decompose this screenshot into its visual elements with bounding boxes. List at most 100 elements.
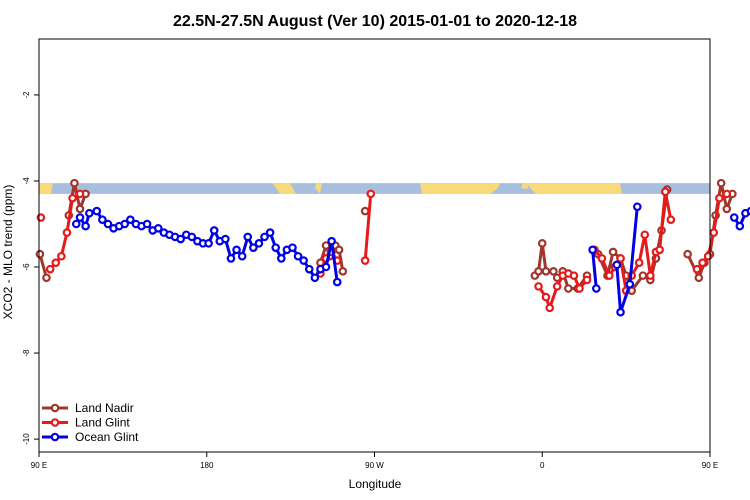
data-point xyxy=(142,219,152,229)
data-point xyxy=(51,258,61,268)
data-point xyxy=(321,262,331,272)
data-point xyxy=(692,264,702,274)
data-point xyxy=(338,267,348,276)
data-point xyxy=(616,254,625,263)
y-tick-label: -4 xyxy=(22,177,31,185)
data-point xyxy=(616,307,625,317)
data-point xyxy=(75,204,85,214)
x-axis-label: Longitude xyxy=(349,477,402,491)
data-point xyxy=(534,282,543,291)
data-point xyxy=(243,232,253,242)
x-tick-label: 90 W xyxy=(365,461,384,470)
data-point xyxy=(334,245,344,255)
data-point xyxy=(70,178,79,188)
data-point xyxy=(746,206,750,216)
data-point xyxy=(221,234,230,244)
data-point xyxy=(299,256,308,265)
y-axis-label: XCO2 - MLO trend (ppm) xyxy=(1,185,15,320)
data-point xyxy=(153,223,163,233)
data-point xyxy=(35,249,45,259)
data-point xyxy=(541,292,551,302)
data-point xyxy=(646,271,655,280)
data-point xyxy=(729,213,739,222)
data-point xyxy=(534,267,543,276)
data-point xyxy=(75,189,85,199)
legend-label: Ocean Glint xyxy=(75,430,139,444)
series-line xyxy=(591,249,598,289)
data-point xyxy=(187,232,197,242)
data-point xyxy=(120,219,130,229)
data-point xyxy=(71,219,81,229)
data-point xyxy=(126,215,135,224)
map-land-shape xyxy=(528,183,622,194)
data-point xyxy=(552,282,562,291)
x-tick-label: 90 E xyxy=(702,461,718,470)
data-point xyxy=(575,284,584,293)
map-strip-ocean xyxy=(39,183,710,194)
series-ocean-glint xyxy=(71,202,750,317)
data-point xyxy=(271,243,281,252)
data-point xyxy=(81,221,90,231)
x-tick-label: 90 E xyxy=(31,461,47,470)
series-layer xyxy=(35,178,750,317)
data-point xyxy=(265,228,275,237)
data-point xyxy=(310,273,320,283)
data-point xyxy=(655,245,664,255)
x-tick-label: 0 xyxy=(540,461,545,470)
data-point xyxy=(722,189,732,199)
data-point xyxy=(98,215,107,224)
data-point xyxy=(549,267,558,276)
data-point xyxy=(588,245,597,255)
data-point xyxy=(709,228,719,237)
data-point xyxy=(45,264,55,274)
data-point xyxy=(716,178,726,188)
y-tick-label: -10 xyxy=(22,433,31,445)
data-point xyxy=(735,221,745,231)
data-point xyxy=(612,260,622,270)
data-point xyxy=(92,206,102,216)
chart-title: 22.5N-27.5N August (Ver 10) 2015-01-01 t… xyxy=(173,13,577,30)
data-point xyxy=(597,254,607,263)
legend-item: Ocean Glint xyxy=(42,430,139,444)
data-point xyxy=(608,247,618,257)
data-point xyxy=(237,251,247,261)
legend-label: Land Glint xyxy=(75,416,130,430)
data-point xyxy=(293,251,303,261)
data-point xyxy=(605,271,614,280)
data-point xyxy=(545,303,555,313)
data-point xyxy=(366,189,376,199)
data-point xyxy=(332,277,342,287)
data-point xyxy=(582,275,592,285)
data-point xyxy=(57,251,66,261)
data-point xyxy=(569,271,579,280)
legend-marker xyxy=(50,418,60,427)
data-point xyxy=(625,279,635,289)
map-land-shape xyxy=(521,183,530,189)
data-point xyxy=(698,258,707,268)
x-tick-label: 180 xyxy=(200,461,214,470)
y-tick-label: -6 xyxy=(22,263,31,271)
data-point xyxy=(694,273,704,283)
data-point xyxy=(541,267,551,276)
legend-item: Land Glint xyxy=(42,416,130,430)
data-point xyxy=(564,284,573,293)
data-point xyxy=(327,236,336,246)
data-point xyxy=(249,243,258,252)
series-line xyxy=(363,193,373,261)
data-point xyxy=(68,193,77,203)
data-point xyxy=(75,213,85,222)
legend-item: Land Nadir xyxy=(42,401,134,415)
legend-marker xyxy=(50,432,60,442)
data-point xyxy=(103,219,113,229)
data-point xyxy=(638,271,648,280)
data-point xyxy=(260,232,269,242)
data-point xyxy=(204,239,213,248)
map-land-shape xyxy=(272,183,296,194)
data-point xyxy=(592,284,601,293)
data-point xyxy=(640,230,650,240)
plot-frame xyxy=(38,38,711,453)
map-strip-land xyxy=(39,183,622,194)
map-land-shape xyxy=(420,183,500,194)
